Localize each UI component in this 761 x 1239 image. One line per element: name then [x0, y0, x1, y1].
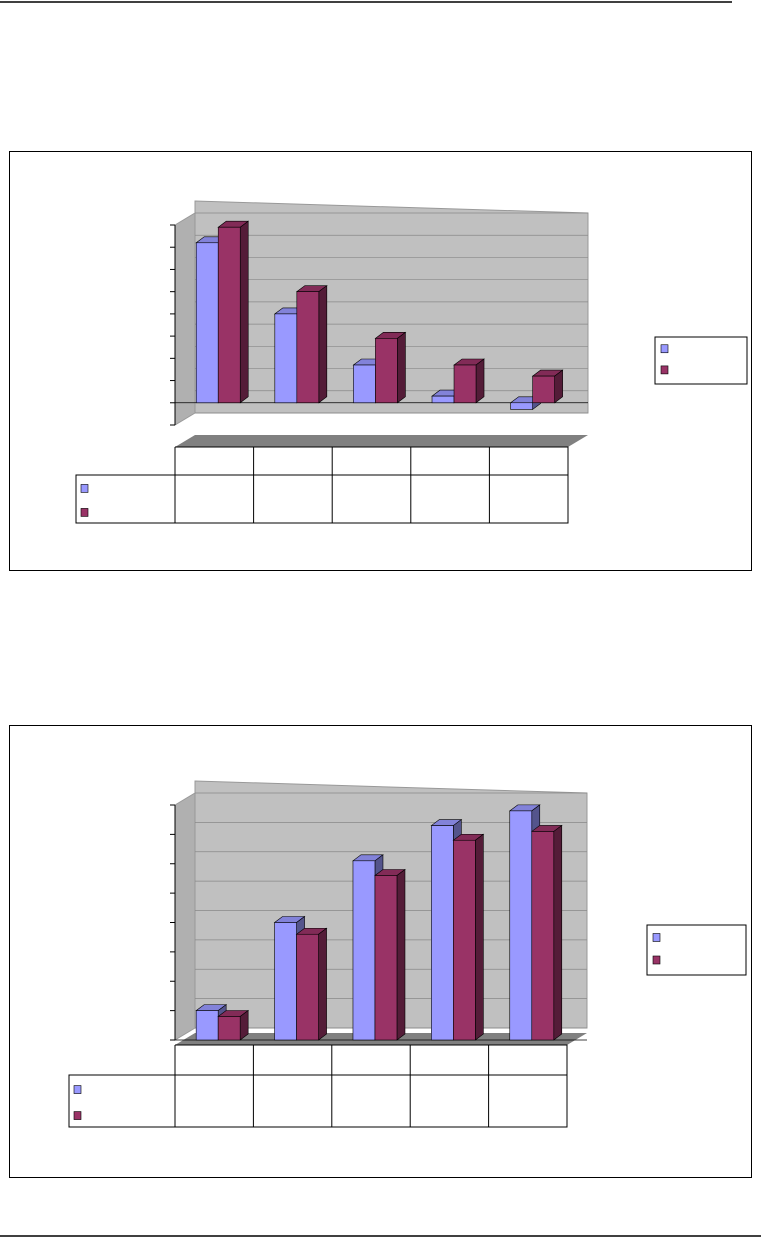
side-wall [174, 792, 196, 1041]
bar [296, 291, 320, 404]
bar [531, 831, 555, 1041]
legend-key [660, 344, 669, 354]
bar [374, 875, 398, 1041]
data-table [75, 446, 569, 524]
bar [431, 825, 454, 1041]
legend-key [652, 955, 661, 965]
bar-side [397, 331, 406, 404]
bar [375, 338, 398, 404]
bar-side [318, 285, 328, 404]
bar-side [554, 369, 563, 404]
bar [453, 839, 476, 1041]
legend-key [660, 365, 669, 375]
side-wall [174, 212, 196, 426]
legend-key [652, 933, 661, 942]
bar [453, 364, 477, 404]
table-key [80, 508, 89, 517]
bar [217, 226, 241, 404]
bar-side [553, 824, 563, 1041]
bar [195, 1010, 219, 1041]
table-key [73, 1085, 82, 1094]
bar [353, 364, 376, 404]
bar [274, 922, 297, 1041]
bar [431, 395, 455, 404]
bar [296, 933, 319, 1041]
bar-side [475, 358, 485, 404]
legend [654, 336, 748, 385]
table-key [80, 484, 89, 493]
legend [646, 924, 747, 976]
bar [274, 313, 298, 404]
bar [195, 242, 219, 404]
bar [217, 1016, 241, 1041]
bar [510, 402, 533, 410]
bar-side [318, 927, 327, 1041]
bar-side [396, 868, 406, 1041]
table-key [73, 1111, 82, 1120]
bar [509, 810, 533, 1041]
floor [175, 435, 588, 447]
bar [352, 860, 376, 1041]
bar-side [239, 220, 249, 404]
bar-side [475, 833, 484, 1041]
data-table [68, 1044, 568, 1128]
bar [532, 375, 555, 404]
